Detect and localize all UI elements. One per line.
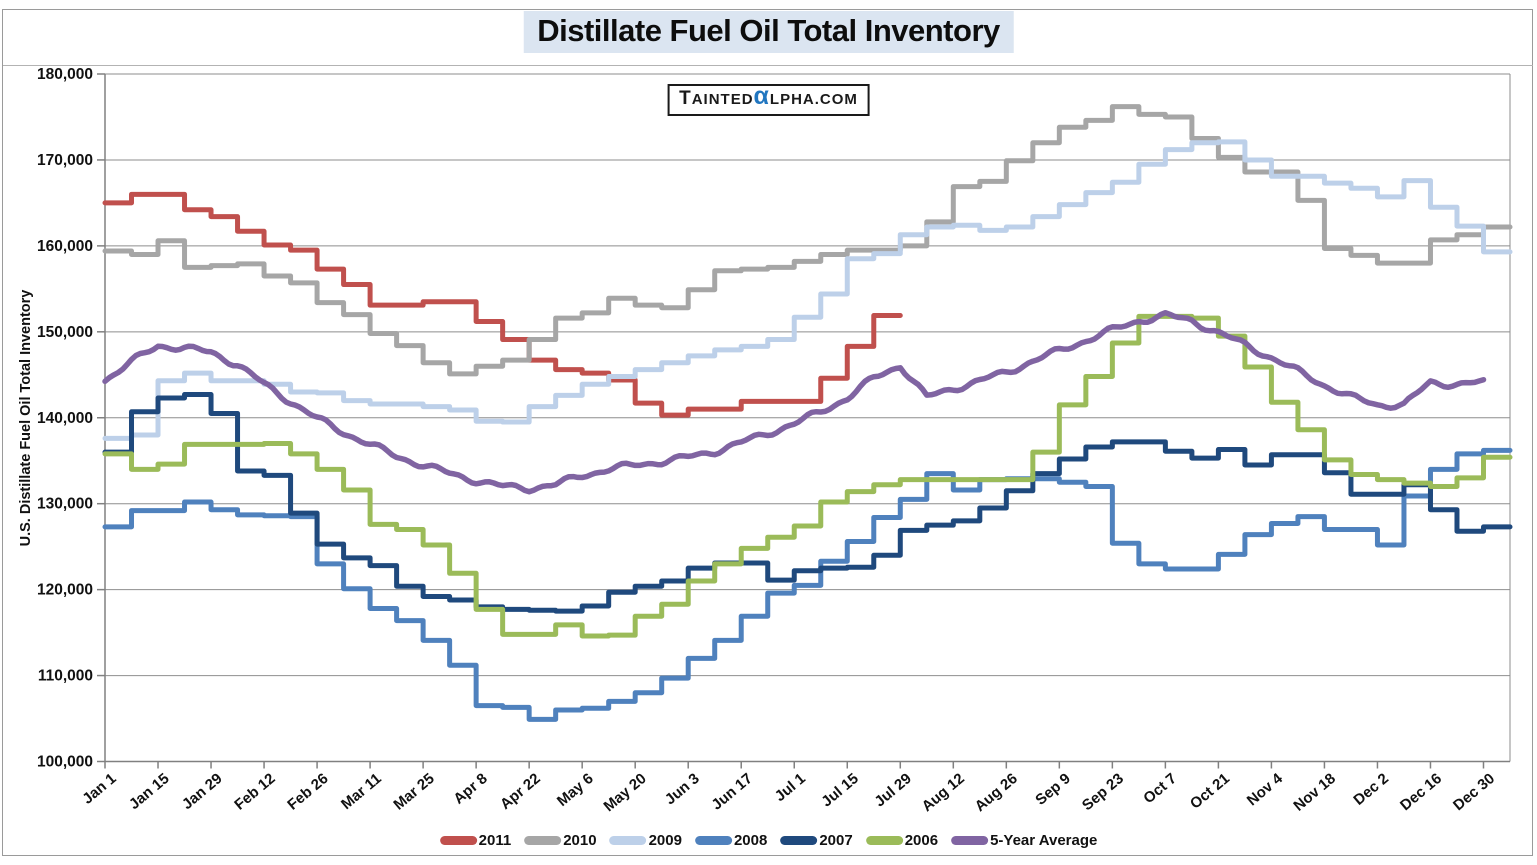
legend-item-2006: 2006 xyxy=(865,832,939,849)
watermark-initial: T xyxy=(679,88,692,109)
x-tick-label: Oct 7 xyxy=(1140,770,1180,807)
legend-label: 2009 xyxy=(648,832,682,849)
legend-item-5-year-average: 5-Year Average xyxy=(951,832,1097,849)
x-tick-label: Oct 21 xyxy=(1187,770,1233,813)
legend-swatch-icon xyxy=(865,836,903,845)
chart-title: Distillate Fuel Oil Total Inventory xyxy=(537,13,1000,48)
x-tick-label: Dec 30 xyxy=(1450,770,1498,814)
y-tick-label: 140,000 xyxy=(37,410,93,427)
gridlines xyxy=(105,73,1510,677)
chart-frame xyxy=(2,9,1533,856)
watermark-text-1: AINTED xyxy=(691,91,754,108)
x-tick-label: Apr 8 xyxy=(450,770,490,808)
series-5-year-average-line xyxy=(102,309,1487,495)
legend-item-2009: 2009 xyxy=(609,832,682,849)
x-axis-ticks-labels: Jan 1 Jan 15 Jan 29 Feb 12 Feb 26 Mar 11 Mar 2… xyxy=(79,761,1498,815)
series-2006-line xyxy=(102,313,1513,639)
x-tick-label: Jan 1 xyxy=(79,770,119,808)
x-tick-label: Mar 25 xyxy=(390,770,437,814)
series-2008-line xyxy=(102,447,1513,722)
x-tick-label: Apr 22 xyxy=(497,770,544,813)
legend-swatch-icon xyxy=(609,836,647,845)
legend-label: 5-Year Average xyxy=(990,832,1098,849)
axes xyxy=(104,74,1511,763)
x-tick-label: Dec 16 xyxy=(1397,770,1445,814)
y-tick-label: 100,000 xyxy=(37,754,93,771)
x-tick-label: Dec 2 xyxy=(1350,770,1392,809)
x-tick-label: Jan 29 xyxy=(179,770,226,813)
y-tick-label: 180,000 xyxy=(37,66,93,83)
x-tick-label: Jun 17 xyxy=(708,770,755,814)
x-tick-label: Jun 3 xyxy=(662,770,703,808)
legend-item-2010: 2010 xyxy=(524,832,597,849)
legend-label: 2007 xyxy=(819,832,853,849)
series-2007-line xyxy=(102,392,1513,614)
x-tick-label: Mar 11 xyxy=(338,770,385,813)
alpha-logo-icon: α xyxy=(753,82,770,110)
chart-title-bar: Distillate Fuel Oil Total Inventory xyxy=(523,11,1014,53)
x-tick-label: Jan 15 xyxy=(126,770,173,813)
legend-label: 2006 xyxy=(904,832,939,849)
series-2011-line xyxy=(102,191,903,418)
divider-line xyxy=(3,65,1533,66)
y-tick-label: 120,000 xyxy=(37,582,93,599)
x-tick-label: May 6 xyxy=(554,770,597,810)
x-tick-label: Feb 12 xyxy=(231,770,278,814)
x-tick-label: Aug 12 xyxy=(919,770,968,815)
x-tick-label: May 20 xyxy=(600,770,649,815)
legend-swatch-icon xyxy=(694,836,732,845)
x-tick-label: Sep 9 xyxy=(1032,770,1074,809)
watermark-text-2: LPHA.COM xyxy=(769,91,858,108)
legend-swatch-icon xyxy=(780,836,818,845)
legend-label: 2011 xyxy=(478,832,512,849)
x-tick-label: Nov 4 xyxy=(1244,770,1287,810)
y-tick-label: 110,000 xyxy=(38,668,93,685)
x-tick-label: Jul 15 xyxy=(818,770,862,810)
x-tick-label: Nov 18 xyxy=(1290,770,1339,815)
y-tick-label: 170,000 xyxy=(37,152,93,169)
y-tick-label: 160,000 xyxy=(37,238,93,255)
y-tick-label: 130,000 xyxy=(37,496,93,513)
series-2010-line xyxy=(102,104,1513,377)
x-tick-label: Jul 1 xyxy=(772,770,809,805)
series-2009-line xyxy=(102,139,1513,441)
x-tick-label: Aug 26 xyxy=(972,770,1021,815)
x-tick-label: Sep 23 xyxy=(1079,770,1127,814)
legend-label: 2008 xyxy=(733,832,768,849)
legend-item-2011: 2011 xyxy=(439,832,512,849)
legend-label: 2010 xyxy=(563,832,597,849)
legend-swatch-icon xyxy=(439,836,477,845)
x-tick-label: Jul 29 xyxy=(871,770,915,810)
watermark: TAINTEDαLPHA.COM xyxy=(667,84,870,116)
x-tick-label: Feb 26 xyxy=(284,770,331,814)
legend-swatch-icon xyxy=(524,836,562,845)
legend: 2011 2010 2009 2008 2007 2006 5-Year Average xyxy=(439,832,1097,849)
y-axis-ticks-labels: 100,000 110,000 120,000 130,000 140,000 150,0… xyxy=(37,66,105,771)
y-axis-title: U.S. Distillate Fuel Oil Total Inventory xyxy=(18,290,34,547)
legend-item-2008: 2008 xyxy=(694,832,768,849)
y-tick-label: 150,000 xyxy=(37,324,93,341)
legend-item-2007: 2007 xyxy=(780,832,853,849)
legend-swatch-icon xyxy=(951,836,989,845)
